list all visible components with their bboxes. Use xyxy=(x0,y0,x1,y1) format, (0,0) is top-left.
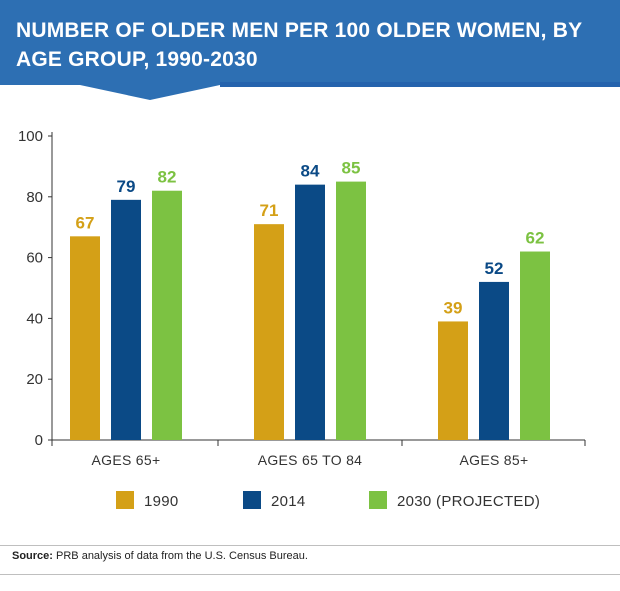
bar xyxy=(111,199,141,440)
bar-chart: 0 20 40 60 80 100 67 79 82 AGES 65+ 71 84 85 AGES 65 … xyxy=(18,128,586,510)
source-note: Source: PRB analysis of data from the U.… xyxy=(12,550,308,562)
bar-value-label: 79 xyxy=(117,177,136,196)
chart-title: NUMBER OF OLDER MEN PER 100 OLDER WOMEN,… xyxy=(16,19,582,71)
legend-label: 2014 xyxy=(271,493,306,510)
y-tick-label: 20 xyxy=(26,371,43,388)
bar xyxy=(336,181,366,440)
legend-swatch xyxy=(369,491,387,509)
source-label: Source: xyxy=(12,550,53,562)
y-tick-label: 0 xyxy=(35,432,43,449)
bar xyxy=(70,236,100,440)
bar-value-label: 84 xyxy=(301,162,320,181)
bar-value-label: 39 xyxy=(444,298,463,317)
source-top-divider xyxy=(0,545,620,546)
bar xyxy=(295,184,325,440)
bar-value-label: 67 xyxy=(76,213,95,232)
x-category-label: AGES 65+ xyxy=(92,452,161,468)
y-tick-label: 100 xyxy=(18,128,43,145)
bar xyxy=(479,281,509,440)
bar xyxy=(152,190,182,440)
source-bottom-divider xyxy=(0,574,620,575)
bar xyxy=(520,251,550,440)
legend-label: 2030 (PROJECTED) xyxy=(397,493,540,510)
y-tick-label: 60 xyxy=(26,250,43,267)
bar xyxy=(438,321,468,440)
header-background xyxy=(0,0,620,100)
bar-value-label: 85 xyxy=(342,159,361,178)
legend-label: 1990 xyxy=(144,493,179,510)
y-tick-label: 40 xyxy=(26,310,43,327)
bar-value-label: 52 xyxy=(485,259,504,278)
x-category-label: AGES 85+ xyxy=(460,452,529,468)
bar xyxy=(254,224,284,440)
bar-value-label: 82 xyxy=(158,168,177,187)
x-category-label: AGES 65 TO 84 xyxy=(258,452,363,468)
bar-value-label: 71 xyxy=(260,201,279,220)
legend-swatch xyxy=(243,491,261,509)
y-tick-label: 80 xyxy=(26,189,43,206)
bar-value-label: 62 xyxy=(526,229,545,248)
source-text: PRB analysis of data from the U.S. Censu… xyxy=(52,550,308,562)
legend-swatch xyxy=(116,491,134,509)
header-banner: NUMBER OF OLDER MEN PER 100 OLDER WOMEN,… xyxy=(0,0,620,100)
